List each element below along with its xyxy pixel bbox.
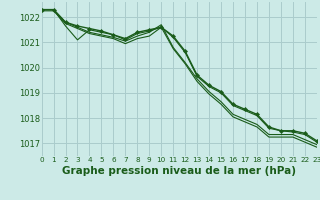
X-axis label: Graphe pression niveau de la mer (hPa): Graphe pression niveau de la mer (hPa) [62, 166, 296, 176]
